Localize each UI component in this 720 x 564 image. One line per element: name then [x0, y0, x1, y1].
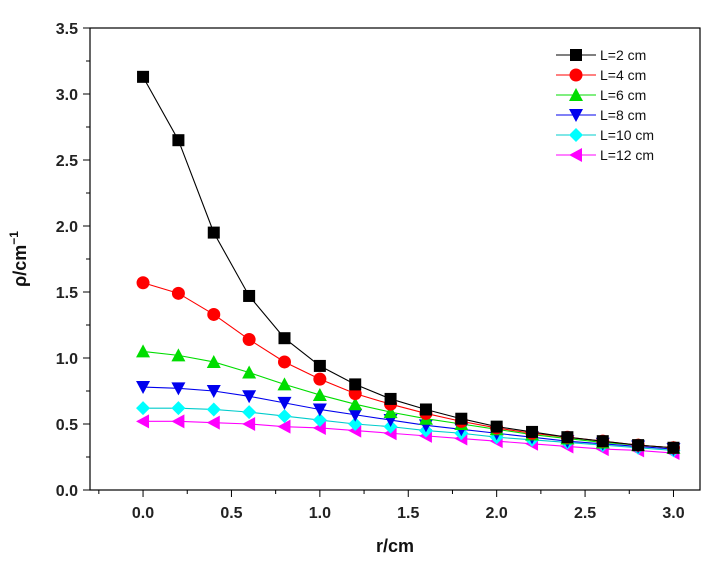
data-point	[348, 417, 363, 431]
data-point	[136, 414, 150, 429]
data-point	[242, 417, 256, 431]
data-point	[242, 365, 257, 379]
data-point	[278, 332, 291, 345]
series-line	[143, 407, 674, 451]
data-point	[242, 390, 257, 404]
data-point	[384, 392, 397, 405]
legend-entry-5: L=12 cm	[556, 147, 654, 163]
y-tick-label: 3.0	[56, 87, 78, 104]
data-point	[277, 377, 292, 391]
legend-label: L=6 cm	[600, 87, 646, 103]
legend-entry-4: L=10 cm	[556, 127, 654, 143]
plot-area	[136, 70, 681, 461]
data-point	[171, 348, 186, 362]
series-line	[142, 350, 674, 449]
data-point	[349, 378, 362, 391]
x-tick-label: 2.0	[486, 505, 508, 522]
legend-entry-0: L=2 cm	[556, 47, 646, 63]
y-tick-label: 2.0	[56, 219, 78, 236]
data-point	[348, 408, 363, 422]
data-point	[526, 425, 539, 438]
legend-entry-3: L=8 cm	[556, 107, 646, 123]
data-point	[171, 401, 186, 416]
data-point	[172, 134, 185, 147]
data-point	[171, 382, 186, 396]
data-point	[632, 439, 645, 452]
series-line	[143, 386, 674, 450]
legend-label: L=12 cm	[600, 147, 654, 163]
data-point	[171, 414, 185, 429]
data-point	[312, 413, 327, 428]
legend-entry-1: L=4 cm	[556, 67, 646, 83]
legend-marker	[569, 148, 582, 162]
data-point	[207, 307, 221, 321]
legend: L=2 cm L=4 cm L=6 cm L=8 cm L=10 cm L=12 cm	[556, 47, 654, 163]
series-line	[142, 76, 674, 449]
data-point	[136, 276, 150, 290]
legend-marker	[570, 49, 582, 61]
legend-label: L=2 cm	[600, 47, 646, 63]
x-tick-label: 3.0	[662, 505, 684, 522]
data-point	[277, 409, 292, 424]
data-point	[206, 385, 221, 398]
data-point	[206, 415, 220, 430]
y-axis-title-exponent: −1	[7, 231, 21, 245]
x-tick-label: 2.5	[574, 505, 596, 522]
data-point	[136, 381, 151, 395]
x-tick-label: 1.5	[397, 505, 419, 522]
legend-marker	[569, 68, 583, 82]
data-point	[312, 403, 327, 417]
data-point	[136, 344, 151, 358]
x-tick-label: 0.5	[220, 505, 242, 522]
y-axis-title-base: ρ/cm	[10, 245, 30, 287]
data-point	[243, 289, 256, 302]
data-point	[277, 355, 291, 369]
data-point	[206, 402, 221, 417]
axes: 0.0 0.5 1.0 1.5 2.0 2.5 3.0 0.0 0.5 1.0 1.5 2.0 2.5 3…	[56, 21, 701, 522]
data-point	[667, 441, 680, 454]
data-point	[313, 372, 327, 386]
y-tick-label: 1.5	[56, 285, 78, 302]
data-point	[312, 387, 327, 401]
data-point	[242, 333, 256, 347]
data-point	[137, 70, 150, 83]
legend-marker	[569, 128, 583, 142]
data-point	[596, 435, 609, 448]
data-point	[348, 397, 363, 411]
series-line	[143, 420, 674, 454]
x-tick-label: 0.0	[132, 505, 154, 522]
data-point	[455, 412, 468, 425]
y-tick-label: 0.5	[56, 417, 78, 434]
y-tick-label: 2.5	[56, 153, 78, 170]
data-point	[419, 403, 432, 416]
data-point	[242, 405, 257, 420]
legend-label: L=4 cm	[600, 67, 646, 83]
legend-marker	[569, 88, 583, 101]
y-tick-label: 0.0	[56, 483, 78, 500]
data-point	[136, 401, 151, 416]
series-0	[137, 70, 680, 454]
data-point	[171, 286, 185, 300]
legend-marker	[569, 109, 583, 122]
legend-label: L=10 cm	[600, 127, 654, 143]
data-point	[277, 419, 291, 434]
data-point	[277, 396, 292, 410]
data-point	[207, 226, 220, 239]
y-tick-label: 3.5	[56, 21, 78, 38]
data-point	[312, 420, 326, 435]
data-point	[561, 431, 574, 444]
legend-entry-2: L=6 cm	[556, 87, 646, 103]
data-point	[490, 420, 503, 433]
x-tick-label: 1.0	[309, 505, 331, 522]
data-point	[383, 405, 398, 419]
x-axis-title: r/cm	[376, 536, 414, 556]
y-tick-label: 1.0	[56, 351, 78, 368]
data-point	[206, 354, 221, 368]
data-point	[313, 359, 326, 372]
y-axis-title: ρ/cm−1	[7, 231, 30, 287]
legend-label: L=8 cm	[600, 107, 646, 123]
